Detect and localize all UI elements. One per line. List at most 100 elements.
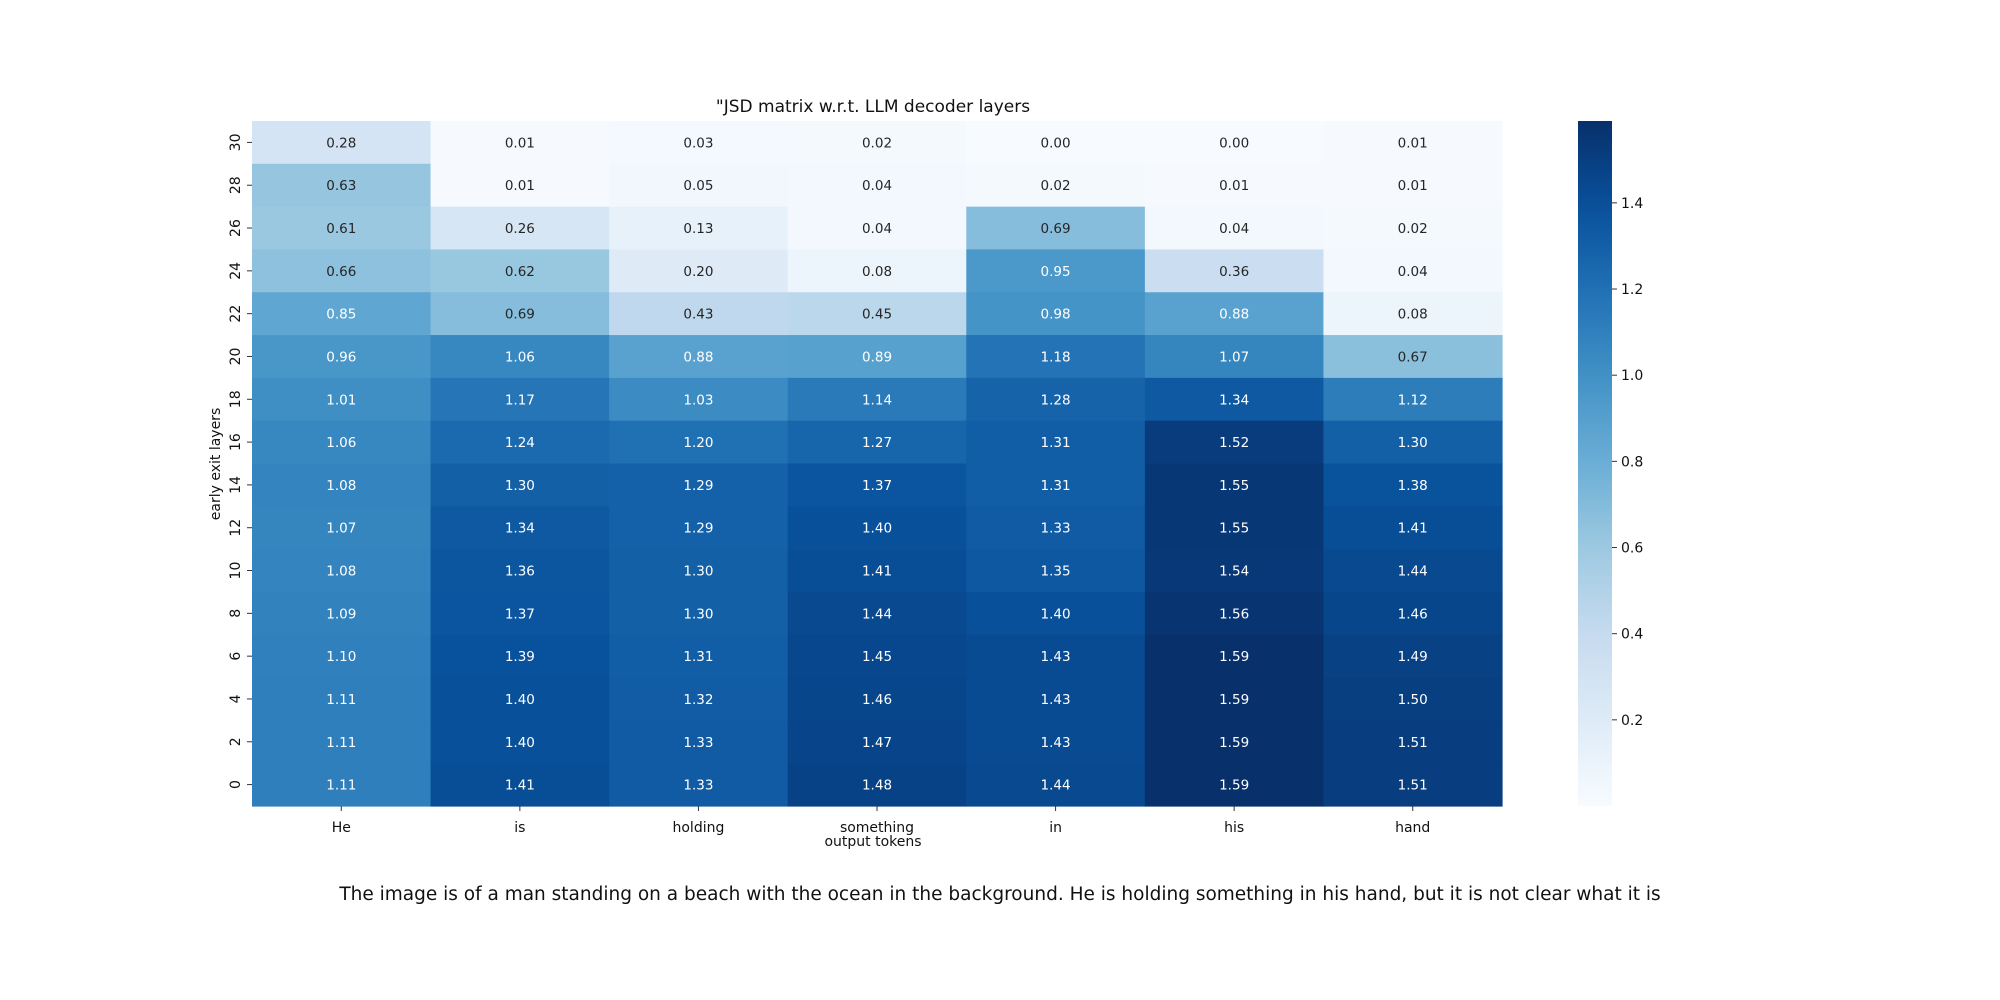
heatmap-cell bbox=[1323, 634, 1503, 679]
heatmap-cell bbox=[787, 249, 967, 293]
heatmap-cell bbox=[252, 720, 432, 764]
x-tick-label: something bbox=[840, 820, 914, 836]
cell-value-label: 0.05 bbox=[683, 178, 713, 194]
cell-value-label: 1.08 bbox=[326, 478, 356, 494]
cell-value-label: 0.96 bbox=[326, 349, 356, 365]
heatmap-cell bbox=[430, 292, 610, 336]
heatmap-cell bbox=[1144, 121, 1325, 165]
cell-value-label: 1.52 bbox=[1219, 435, 1249, 451]
heatmap-cell bbox=[430, 420, 610, 465]
heatmap-cell bbox=[1323, 249, 1503, 293]
cell-value-label: 1.40 bbox=[862, 521, 892, 537]
cell-value-label: 1.46 bbox=[1398, 606, 1428, 622]
cell-value-label: 1.31 bbox=[1041, 435, 1071, 451]
cell-value-label: 1.37 bbox=[862, 478, 892, 494]
y-tick-label: 14 bbox=[228, 476, 244, 494]
cell-value-label: 0.08 bbox=[862, 264, 892, 280]
cell-value-label: 0.13 bbox=[683, 221, 713, 237]
cell-value-label: 1.59 bbox=[1219, 735, 1249, 751]
colorbar-tick-label: 1.0 bbox=[1621, 368, 1643, 384]
heatmap-cell bbox=[1144, 463, 1325, 507]
heatmap-cell bbox=[1323, 206, 1503, 251]
cell-value-label: 0.95 bbox=[1041, 264, 1071, 280]
heatmap-cell bbox=[252, 634, 432, 679]
colorbar-tick-label: 1.2 bbox=[1621, 282, 1643, 298]
heatmap-cell bbox=[1144, 377, 1325, 422]
cell-value-label: 1.07 bbox=[1219, 349, 1249, 365]
heatmap-cell bbox=[787, 506, 967, 550]
x-tick-label: is bbox=[514, 820, 525, 836]
heatmap-cell bbox=[609, 121, 789, 165]
heatmap-cell bbox=[966, 206, 1146, 251]
cell-value-label: 1.47 bbox=[862, 735, 892, 751]
cell-value-label: 1.35 bbox=[1041, 564, 1071, 580]
heatmap-cell bbox=[430, 677, 610, 721]
heatmap-cell bbox=[1144, 206, 1325, 251]
heatmap-cell bbox=[966, 634, 1146, 679]
cell-value-label: 1.55 bbox=[1219, 521, 1249, 537]
x-tick-label: in bbox=[1049, 820, 1062, 836]
cell-value-label: 1.20 bbox=[683, 435, 713, 451]
y-tick-label: 28 bbox=[228, 176, 244, 194]
cell-value-label: 1.37 bbox=[505, 606, 535, 622]
heatmap-cell bbox=[966, 506, 1146, 550]
heatmap-cell bbox=[252, 121, 432, 165]
heatmap-cell bbox=[787, 549, 967, 593]
heatmap-cell bbox=[609, 634, 789, 679]
cell-value-label: 1.43 bbox=[1041, 735, 1071, 751]
heatmap-cell bbox=[1323, 335, 1503, 379]
heatmap-cell bbox=[1323, 420, 1503, 465]
cell-value-label: 0.08 bbox=[1398, 307, 1428, 323]
cell-value-label: 1.54 bbox=[1219, 564, 1249, 580]
cell-value-label: 0.88 bbox=[1219, 307, 1249, 323]
heatmap-cell bbox=[966, 249, 1146, 293]
heatmap-cell bbox=[430, 463, 610, 507]
y-tick-label: 0 bbox=[228, 780, 244, 789]
heatmap-cell bbox=[430, 206, 610, 251]
heatmap-cell bbox=[1144, 163, 1325, 208]
heatmap-cell bbox=[430, 377, 610, 422]
heatmap-cell bbox=[1144, 249, 1325, 293]
cell-value-label: 0.89 bbox=[862, 349, 892, 365]
heatmap-cell bbox=[1323, 763, 1503, 807]
cell-value-label: 0.04 bbox=[1398, 264, 1428, 280]
cell-value-label: 1.38 bbox=[1398, 478, 1428, 494]
cell-value-label: 1.39 bbox=[505, 649, 535, 665]
cell-value-label: 1.51 bbox=[1398, 735, 1428, 751]
cell-value-label: 0.03 bbox=[683, 135, 713, 151]
x-axis-ticks: He is holding something in his hand bbox=[332, 806, 1430, 836]
x-tick-label: He bbox=[332, 820, 351, 836]
heatmap-cell bbox=[966, 463, 1146, 507]
heatmap-cell bbox=[252, 420, 432, 465]
x-tick-label: holding bbox=[672, 820, 724, 836]
heatmap-cell bbox=[787, 720, 967, 764]
cell-value-label: 0.66 bbox=[326, 264, 356, 280]
heatmap-cell bbox=[252, 249, 432, 293]
heatmap-cell bbox=[1323, 377, 1503, 422]
colorbar-ticks: 0.2 0.4 0.6 0.8 1.0 1.2 1.4 bbox=[1612, 196, 1643, 729]
heatmap-cell bbox=[609, 763, 789, 807]
heatmap-cell bbox=[252, 377, 432, 422]
cell-value-label: 1.49 bbox=[1398, 649, 1428, 665]
heatmap-cell bbox=[252, 463, 432, 507]
heatmap-cell bbox=[609, 506, 789, 550]
cell-value-label: 0.63 bbox=[326, 178, 356, 194]
heatmap-cell bbox=[1323, 121, 1503, 165]
cell-value-label: 1.41 bbox=[862, 564, 892, 580]
y-tick-label: 12 bbox=[228, 519, 244, 537]
cell-value-label: 1.44 bbox=[1398, 564, 1428, 580]
heatmap-cell bbox=[609, 677, 789, 721]
cell-value-label: 0.45 bbox=[862, 307, 892, 323]
y-tick-label: 30 bbox=[228, 133, 244, 151]
cell-value-label: 1.56 bbox=[1219, 606, 1249, 622]
cell-value-label: 0.04 bbox=[862, 221, 892, 237]
chart-title: "JSD matrix w.r.t. LLM decoder layers bbox=[716, 97, 1030, 117]
heatmap-cell bbox=[609, 720, 789, 764]
heatmap-cell bbox=[252, 335, 432, 379]
heatmap-cell bbox=[787, 763, 967, 807]
cell-value-label: 0.69 bbox=[505, 307, 535, 323]
cell-value-label: 0.00 bbox=[1219, 135, 1249, 151]
cell-value-label: 1.33 bbox=[1041, 521, 1071, 537]
cell-value-label: 1.40 bbox=[1041, 606, 1071, 622]
